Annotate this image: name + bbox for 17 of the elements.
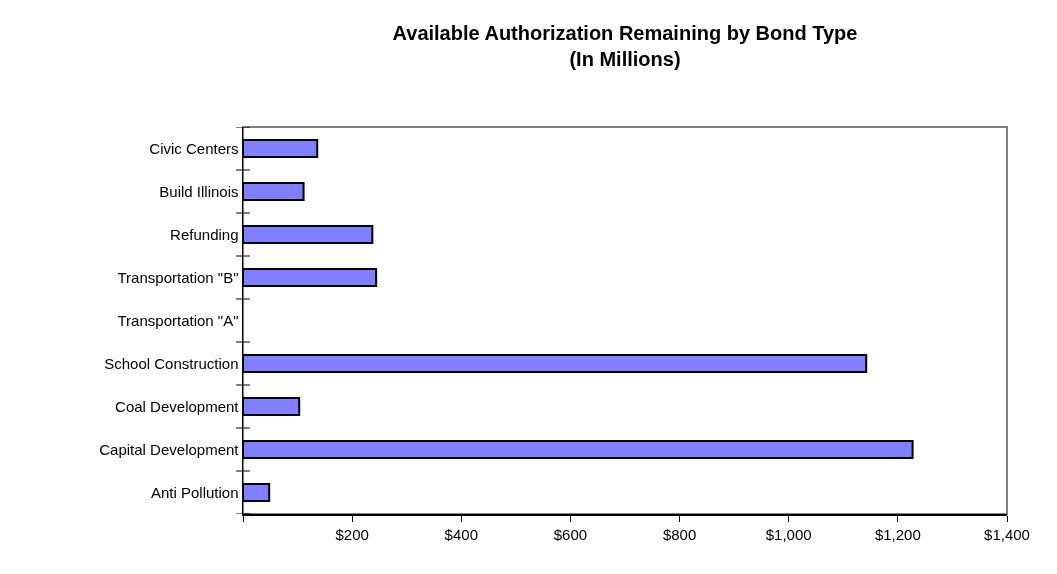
y-tick-label: Refunding	[170, 225, 239, 243]
x-tick-label: $1,400	[984, 525, 1030, 543]
x-tick-label: $400	[444, 525, 478, 543]
y-tick-label: Capital Development	[99, 440, 240, 458]
y-tick-label: School Construction	[104, 354, 239, 372]
y-tick-label: Anti Pollution	[150, 483, 239, 501]
chart-title: Available Authorization Remaining by Bond Type (In Millions)	[392, 22, 858, 71]
x-tick-label: $800	[662, 525, 697, 543]
x-tick-label: $1,200	[874, 525, 921, 543]
y-tick-label: Build Illinois	[159, 182, 239, 200]
y-tick-label: Transportation "B"	[117, 268, 239, 286]
y-tick-label: Civic Centers	[149, 139, 239, 157]
x-tick-label: $1,000	[765, 525, 812, 543]
y-tick-label: Coal Development	[115, 397, 240, 415]
x-tick-label: $600	[553, 525, 588, 543]
y-tick-label: Transportation "A"	[117, 311, 239, 329]
x-tick-label: $200	[335, 525, 369, 543]
